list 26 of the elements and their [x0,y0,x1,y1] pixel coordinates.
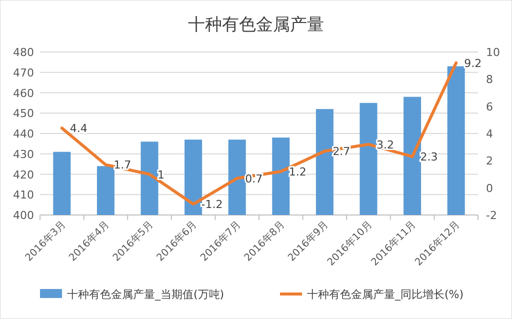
legend-label: 十种有色金属产量_同比增长(%) [307,288,464,301]
data-label: 2.3 [420,150,438,164]
y-tick-label: 410 [13,188,34,202]
data-label: 4.4 [70,122,88,136]
line-series [60,61,458,206]
y2-tick-label: 10 [486,46,500,59]
y2-tick-label: 6 [486,100,493,114]
data-label: 3.2 [376,138,394,152]
y-tick-label: 440 [13,128,34,140]
y-tick-label: 400 [13,209,34,222]
y-tick-label: 480 [13,46,34,59]
y-tick-label: 430 [13,148,34,161]
y2-tick-label: -2 [486,209,497,222]
data-label: 1.2 [288,166,306,179]
y2-tick-label: 0 [486,182,493,195]
y2-tick-label: 4 [486,128,493,140]
y2-tick-label: 8 [486,73,493,86]
y-tick-label: 460 [13,86,34,100]
data-label: 1 [158,168,164,182]
y-tick-label: 470 [13,66,34,80]
y-tick-label: 420 [13,168,34,182]
data-label: 9.2 [464,56,482,70]
y2-tick-label: 2 [486,154,493,168]
legend-label: 十种有色金属产量_当期值(万吨) [67,288,224,301]
y-tick-label: 450 [13,107,34,120]
chart-title: 十种有色金属产量 [188,15,324,35]
